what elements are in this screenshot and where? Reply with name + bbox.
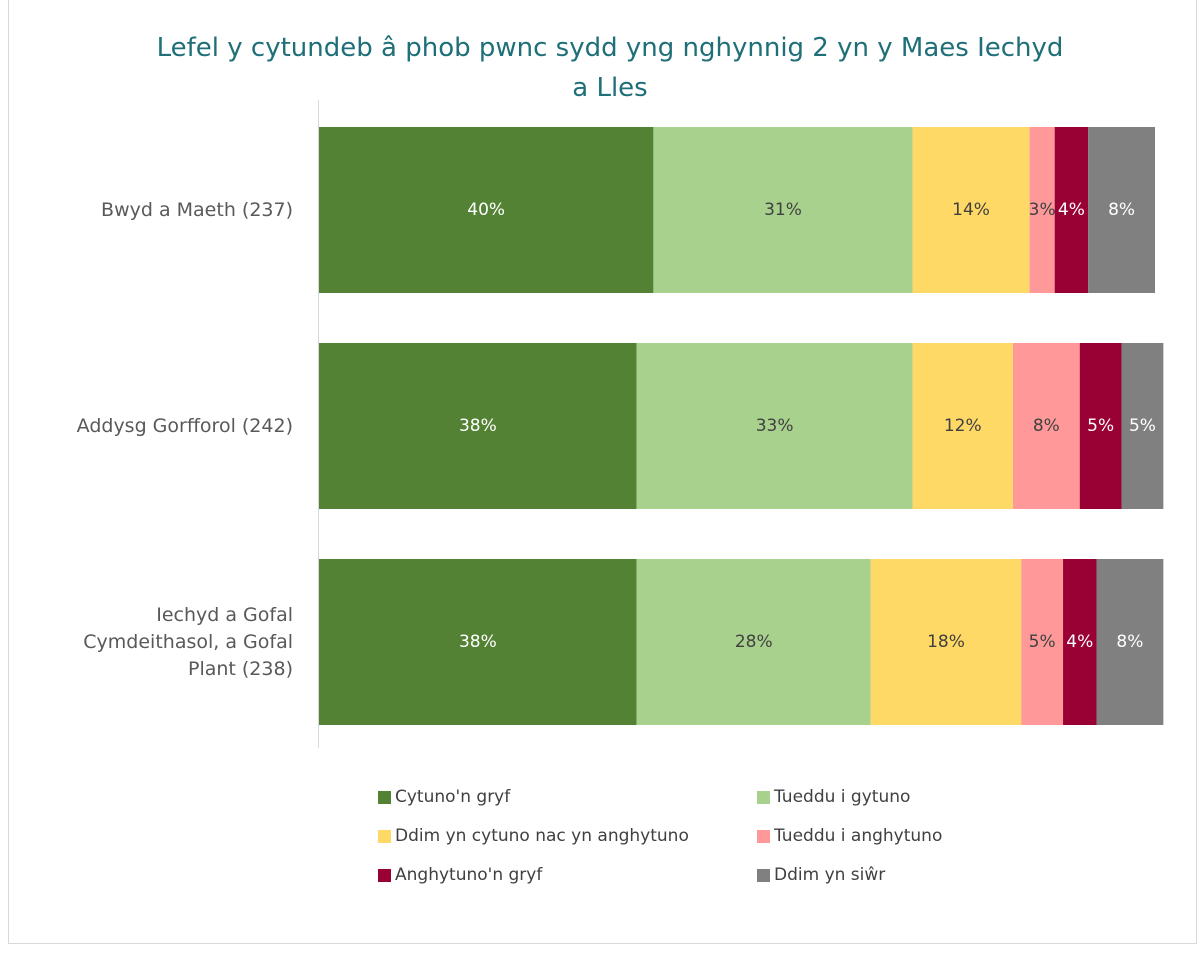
- bar-segment: [870, 559, 1022, 725]
- bar-segment: [636, 559, 871, 725]
- data-label: 5%: [1129, 416, 1156, 436]
- legend-swatch: [378, 829, 391, 843]
- legend-label: Cytuno'n gryf: [395, 787, 511, 807]
- bar-segment: [319, 127, 654, 293]
- legend-item: Tueddu i gytuno: [757, 787, 910, 807]
- data-label: 4%: [1066, 632, 1093, 652]
- bar-segment: [1063, 559, 1097, 725]
- legend-label: Ddim yn siŵr: [774, 865, 886, 885]
- data-label: 28%: [735, 632, 773, 652]
- bar-segment: [1088, 127, 1155, 293]
- data-label: 38%: [459, 632, 497, 652]
- chart-title: Lefel y cytundeb â phob pwnc sydd yng ng…: [156, 33, 1064, 103]
- data-label: 31%: [764, 200, 802, 220]
- data-label: 40%: [467, 200, 505, 220]
- data-label: 38%: [459, 416, 497, 436]
- bar-segment: [1096, 559, 1164, 725]
- data-label: 8%: [1116, 632, 1143, 652]
- data-label: 12%: [944, 416, 982, 436]
- bar-segment: [653, 127, 913, 293]
- data-label: 33%: [756, 416, 794, 436]
- bar-segment: [1079, 343, 1122, 509]
- category-label: Bwyd a Maeth (237): [101, 198, 293, 221]
- data-label: 4%: [1058, 200, 1085, 220]
- category-label: Addysg Gorfforol (242): [76, 414, 293, 437]
- legend-swatch: [757, 790, 770, 804]
- legend-item: Anghytuno'n gryf: [378, 865, 542, 885]
- data-label: 5%: [1087, 416, 1114, 436]
- legend-swatch: [378, 790, 391, 804]
- legend-swatch: [757, 868, 770, 882]
- bar-segment: [1012, 343, 1080, 509]
- data-label: 5%: [1029, 632, 1056, 652]
- bar-segment: [319, 343, 637, 509]
- legend-item: Ddim yn siŵr: [757, 865, 885, 885]
- legend-item: Tueddu i anghytuno: [757, 826, 942, 846]
- bar-segment: [1029, 127, 1055, 293]
- legend-label: Tueddu i anghytuno: [774, 826, 943, 846]
- bar-segment: [636, 343, 913, 509]
- category-label: Iechyd a Gofal Cymdeithasol, a Gofal Pla…: [83, 603, 293, 680]
- legend-label: Ddim yn cytuno nac yn anghytuno: [395, 826, 689, 846]
- bar-segment: [319, 559, 637, 725]
- legend-swatch: [378, 868, 391, 882]
- legend-item: Ddim yn cytuno nac yn anghytuno: [378, 826, 689, 846]
- legend-item: Cytuno'n gryf: [378, 787, 510, 807]
- bar-segment: [1021, 559, 1064, 725]
- legend-swatch: [757, 829, 770, 843]
- bar-segment: [912, 127, 1030, 293]
- data-label: 8%: [1033, 416, 1060, 436]
- data-label: 3%: [1029, 200, 1056, 220]
- bar-segment: [1121, 343, 1164, 509]
- legend-label: Anghytuno'n gryf: [395, 865, 543, 885]
- data-label: 18%: [927, 632, 965, 652]
- data-label: 8%: [1108, 200, 1135, 220]
- data-label: 14%: [952, 200, 990, 220]
- bar-segment: [1054, 127, 1089, 293]
- chart-frame: [8, 0, 1197, 944]
- bar-segment: [912, 343, 1013, 509]
- legend-label: Tueddu i gytuno: [774, 787, 911, 807]
